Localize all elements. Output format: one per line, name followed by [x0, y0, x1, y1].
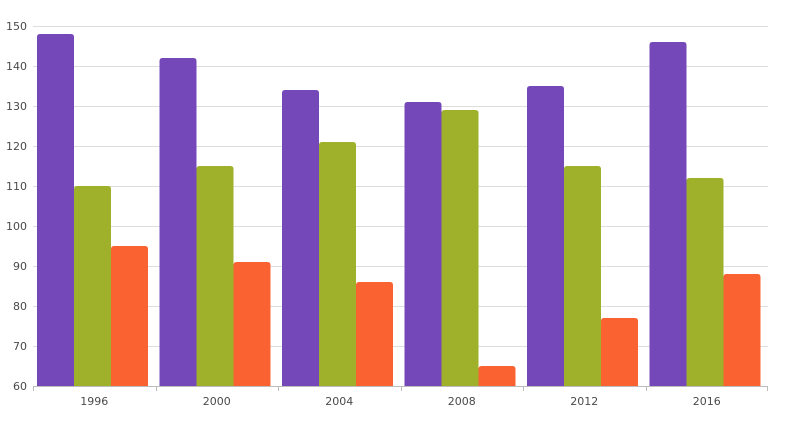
- y-tick-label: 80: [13, 300, 27, 313]
- y-tick-label: 100: [6, 220, 27, 233]
- x-axis: [33, 386, 768, 391]
- bar-2004-series-2: [319, 142, 356, 386]
- x-tick-label: 2012: [570, 395, 598, 408]
- bar-2004-series-3: [356, 282, 393, 386]
- x-tick-label: 1996: [80, 395, 108, 408]
- bar-1996-series-3: [111, 246, 148, 386]
- bar-2008-series-1: [404, 102, 442, 386]
- bars: [37, 34, 761, 386]
- x-tick-label: 2016: [693, 395, 721, 408]
- bar-1996-series-2: [74, 186, 111, 386]
- y-tick-label: 90: [13, 260, 27, 273]
- y-tick-label: 150: [6, 20, 27, 33]
- gridlines: [33, 26, 768, 347]
- bar-2000-series-1: [159, 58, 197, 386]
- bar-2012-series-3: [601, 318, 638, 386]
- bar-2016-series-2: [686, 178, 724, 386]
- x-axis-tick-labels: 1996 2000 2004 2008 2012 2016: [80, 395, 721, 408]
- bar-2008-series-2: [441, 110, 479, 386]
- bar-2012-series-1: [527, 86, 564, 386]
- bar-2016-series-1: [649, 42, 687, 386]
- y-axis-tick-labels: 60 70 80 90 100 110 120 130 140 150: [6, 20, 27, 393]
- y-tick-label: 110: [6, 180, 27, 193]
- bar-2012-series-2: [564, 166, 601, 386]
- y-tick-label: 70: [13, 340, 27, 353]
- bar-2016-series-3: [723, 274, 761, 386]
- x-tick-label: 2008: [448, 395, 476, 408]
- bar-2000-series-2: [196, 166, 234, 386]
- y-tick-label: 120: [6, 140, 27, 153]
- y-tick-label: 60: [13, 380, 27, 393]
- bar-2004-series-1: [282, 90, 319, 386]
- x-tick-label: 2004: [325, 395, 353, 408]
- bar-2008-series-3: [478, 366, 516, 386]
- y-tick-label: 140: [6, 60, 27, 73]
- bar-1996-series-1: [37, 34, 74, 386]
- bar-2000-series-3: [233, 262, 271, 386]
- x-tick-label: 2000: [203, 395, 231, 408]
- y-tick-label: 130: [6, 100, 27, 113]
